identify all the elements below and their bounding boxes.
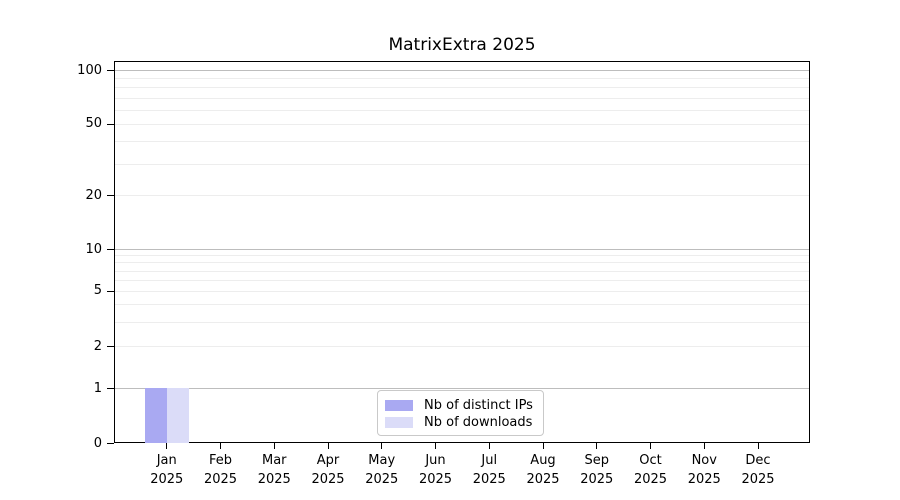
legend-label-distinct-ips: Nb of distinct IPs [424,398,533,413]
x-tick-label-sep: Sep 2025 [565,451,629,489]
legend-swatch-distinct-ips [385,400,413,411]
y-tick-label-2: 2 [93,338,102,354]
x-tick-mark-apr [327,443,329,449]
x-tick-label-feb: Feb 2025 [189,451,253,489]
x-tick-mark-jul [488,443,490,449]
y-tick-mark-1 [107,388,114,389]
legend-item-downloads: Nb of downloads [385,414,543,431]
x-tick-label-aug: Aug 2025 [511,451,575,489]
y-tick-mark-0 [107,443,114,444]
x-tick-mark-jan [166,443,168,449]
x-tick-label-mar: Mar 2025 [242,451,306,489]
y-tick-mark-20 [107,195,114,197]
y-tick-label-20: 20 [85,187,102,203]
x-tick-mark-oct [650,443,651,449]
x-tick-month: Mar [261,453,287,468]
y-tick-label-10: 10 [85,241,102,257]
gridline-minor-9 [115,255,809,257]
gridline-major-100 [115,70,809,71]
gridline-minor-30 [115,163,809,165]
gridline-major-10 [115,249,809,250]
y-tick-label-50: 50 [85,116,102,132]
x-tick-month: Sep [584,453,609,468]
gridline-minor-7 [115,270,809,272]
gridline-minor-80 [115,87,809,89]
x-tick-label-nov: Nov 2025 [672,451,736,489]
x-tick-year: 2025 [580,472,614,487]
y-tick-mark-5 [107,290,114,292]
plot-area [114,61,810,443]
bar-nb-of-distinct-ips-jan [144,388,167,443]
x-tick-year: 2025 [526,472,560,487]
x-tick-month: Oct [639,453,662,468]
x-tick-mark-nov [703,443,705,449]
x-tick-year: 2025 [203,472,238,487]
x-tick-month: Apr [316,453,340,468]
x-tick-mark-sep [596,443,598,449]
gridline-minor-5 [115,290,809,292]
legend: Nb of distinct IPs Nb of downloads [377,390,544,436]
x-tick-month: Jul [481,453,498,468]
x-tick-year: 2025 [687,472,721,487]
x-tick-label-jun: Jun 2025 [404,451,468,489]
x-tick-month: May [368,453,396,468]
x-tick-label-jan: Jan 2025 [135,451,199,489]
y-tick-label-5: 5 [93,283,102,299]
x-tick-month: Feb [208,453,233,468]
gridline-minor-20 [115,195,809,197]
y-tick-label-1: 1 [93,380,102,396]
y-tick-mark-100 [107,70,114,71]
chart-title: MatrixExtra 2025 [388,35,536,55]
gridline-minor-90 [115,78,809,80]
x-tick-month: Aug [530,453,556,468]
gridline-major-1 [115,388,809,389]
gridline-minor-4 [115,304,809,306]
x-tick-year: 2025 [472,472,506,487]
x-tick-mark-aug [542,443,544,449]
gridline-minor-6 [115,279,809,281]
y-tick-mark-10 [107,249,114,250]
gridline-minor-3 [115,321,809,323]
gridline-minor-8 [115,262,809,264]
bar-nb-of-downloads-jan [166,388,189,443]
x-tick-mark-may [381,443,383,449]
x-tick-label-oct: Oct 2025 [619,451,683,489]
x-tick-month: Jun [425,453,446,468]
x-tick-year: 2025 [150,472,184,487]
x-tick-mark-mar [273,443,275,449]
x-tick-year: 2025 [257,472,291,487]
gridline-minor-60 [115,109,809,111]
x-tick-month: Dec [745,453,771,468]
x-tick-month: Jan [156,453,177,468]
legend-item-distinct-ips: Nb of distinct IPs [385,397,543,414]
x-tick-year: 2025 [365,472,399,487]
x-tick-label-may: May 2025 [350,451,414,489]
x-tick-label-jul: Jul 2025 [457,451,521,489]
gridline-minor-40 [115,141,809,143]
x-tick-month: Nov [691,453,717,468]
x-tick-year: 2025 [633,472,668,487]
y-tick-label-0: 0 [93,435,102,451]
gridline-minor-2 [115,346,809,348]
y-tick-label-100: 100 [77,62,102,78]
x-tick-year: 2025 [418,472,453,487]
y-tick-mark-2 [107,346,114,348]
x-tick-mark-dec [757,443,759,449]
x-tick-year: 2025 [741,472,775,487]
x-tick-mark-jun [435,443,436,449]
x-tick-mark-feb [220,443,221,449]
x-tick-year: 2025 [311,472,345,487]
y-tick-mark-50 [107,123,114,125]
gridline-minor-70 [115,97,809,99]
legend-swatch-downloads [385,417,413,428]
gridline-minor-50 [115,123,809,125]
legend-label-downloads: Nb of downloads [424,415,533,430]
x-tick-label-dec: Dec 2025 [726,451,790,489]
x-tick-label-apr: Apr 2025 [296,451,360,489]
